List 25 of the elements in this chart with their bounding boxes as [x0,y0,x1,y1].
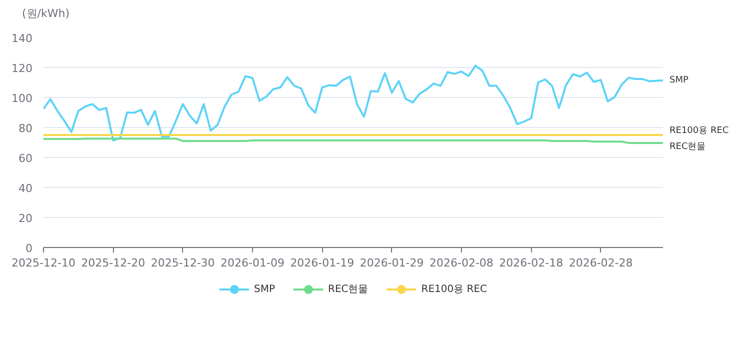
x-tick-label: 2026-02-28 [568,256,633,270]
x-tick-label: 2026-02-18 [499,256,564,270]
y-tick-label: 40 [18,182,33,195]
x-tick-label: 2025-12-20 [81,256,146,270]
legend-label: REC현물 [328,283,368,296]
x-tick-label: 2025-12-30 [150,256,215,270]
y-tick-label: 0 [26,242,32,255]
x-tick-label: 2026-01-19 [290,256,354,270]
line-series [44,64,663,142]
y-tick-label: 60 [18,152,33,165]
y-tick-label: 20 [18,212,33,225]
y-axis-title: (원/kWh) [22,6,70,22]
y-tick-label: 120 [12,62,33,75]
y-tick-label: 140 [12,32,33,45]
legend-label: SMP [254,284,275,294]
text: SMP [670,75,688,86]
text: RE100용 REC [670,126,729,136]
x-tick-label: 2025-12-10 [12,256,76,270]
x-tick-label: 2026-02-08 [430,256,494,270]
text: REC현물 [670,142,706,152]
legend-label: RE100용 REC [421,283,488,296]
x-tick-label: 2026-01-29 [360,256,424,270]
y-tick-label: 100 [12,92,33,105]
x-tick-label: 2026-01-09 [220,256,284,270]
y-tick-label: 80 [18,122,33,135]
